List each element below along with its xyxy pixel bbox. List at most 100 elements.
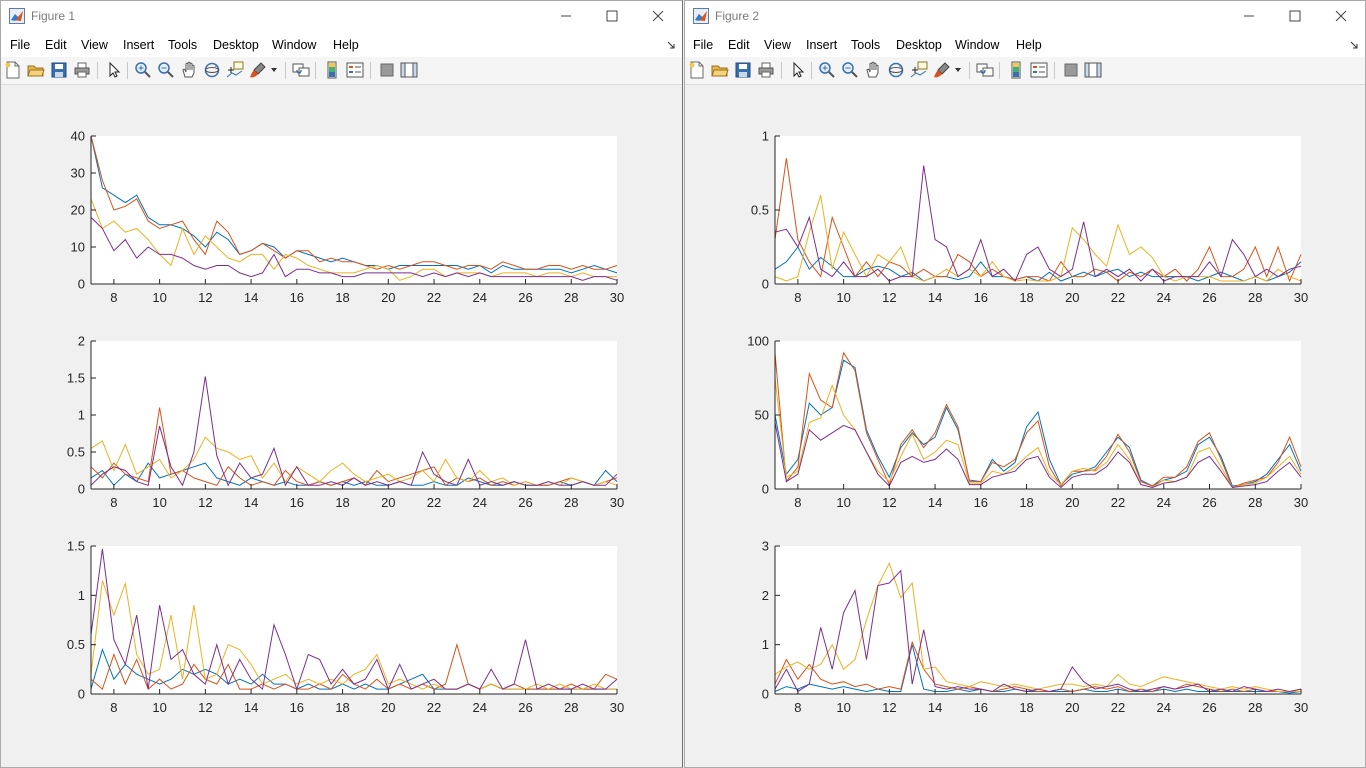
menu-edit[interactable]: Edit bbox=[45, 38, 67, 52]
pan-button[interactable] bbox=[180, 61, 198, 79]
menu-desktop[interactable]: Desktop bbox=[896, 38, 942, 52]
colorbar-button[interactable] bbox=[1007, 61, 1025, 79]
menu-insert[interactable]: Insert bbox=[123, 38, 155, 52]
show-plot-tools-icon bbox=[1084, 62, 1102, 78]
brush-dropdown-button[interactable] bbox=[953, 61, 963, 79]
brush-button[interactable] bbox=[249, 61, 267, 79]
print-button[interactable] bbox=[757, 61, 775, 79]
zoom-out-button[interactable] bbox=[157, 61, 175, 79]
save-icon bbox=[735, 62, 751, 78]
show-plot-tools-button[interactable] bbox=[400, 61, 418, 79]
brush-button[interactable] bbox=[933, 61, 951, 79]
rotate-3d-button[interactable] bbox=[203, 61, 221, 79]
menu-insert[interactable]: Insert bbox=[806, 38, 838, 52]
y-tick-label: 1 bbox=[78, 588, 85, 603]
hide-plot-tools-button[interactable] bbox=[378, 61, 396, 79]
menu-tools[interactable]: Tools bbox=[168, 38, 198, 52]
link-plot-button[interactable] bbox=[976, 61, 994, 79]
x-tick-label: 16 bbox=[974, 495, 988, 510]
axes-3[interactable]: 0 0.5 1 1.5 8 10 12 14 16 18 20 22 24 26 28 30 bbox=[67, 539, 624, 716]
new-figure-button[interactable] bbox=[4, 61, 22, 79]
y-tick-label: 1 bbox=[762, 637, 769, 652]
axes-background[interactable] bbox=[91, 546, 617, 694]
legend-button[interactable] bbox=[1030, 61, 1048, 79]
y-tick-label: 2 bbox=[762, 588, 769, 603]
menu-edit[interactable]: Edit bbox=[728, 38, 750, 52]
zoom-out-button[interactable] bbox=[841, 61, 859, 79]
save-button[interactable] bbox=[50, 61, 68, 79]
minimize-button[interactable] bbox=[543, 1, 589, 32]
x-tick-label: 24 bbox=[1157, 495, 1171, 510]
x-tick-label: 10 bbox=[152, 700, 166, 715]
menu-view[interactable]: View bbox=[764, 38, 791, 52]
hide-plot-tools-button[interactable] bbox=[1062, 61, 1080, 79]
axes-background[interactable] bbox=[775, 341, 1301, 489]
new-figure-button[interactable] bbox=[688, 61, 706, 79]
minimize-button[interactable] bbox=[1226, 1, 1272, 32]
axes-background[interactable] bbox=[91, 136, 617, 284]
print-button[interactable] bbox=[73, 61, 91, 79]
title-bar[interactable]: Figure 2 bbox=[685, 1, 1365, 32]
x-tick-label: 26 bbox=[518, 290, 532, 305]
menu-file[interactable]: File bbox=[10, 38, 31, 52]
title-bar[interactable]: Figure 1 bbox=[1, 1, 682, 32]
y-tick-label: 0 bbox=[78, 277, 85, 292]
x-tick-label: 30 bbox=[1294, 290, 1308, 305]
save-button[interactable] bbox=[734, 61, 752, 79]
axes-background[interactable] bbox=[91, 341, 617, 489]
axes-background[interactable] bbox=[775, 136, 1301, 284]
axes-2[interactable]: 00.511.528 10 12 14 16 18 20 22 24 26 28 30 bbox=[67, 334, 624, 511]
menu-view[interactable]: View bbox=[81, 38, 108, 52]
axes-1[interactable]: 00.518 10 12 14 16 18 20 22 24 26 28 30 bbox=[751, 129, 1308, 306]
zoom-in-button[interactable] bbox=[134, 61, 152, 79]
dock-arrow-icon[interactable] bbox=[666, 40, 676, 50]
x-tick-label: 28 bbox=[564, 495, 578, 510]
series-line-orange bbox=[774, 351, 1302, 489]
menu-desktop[interactable]: Desktop bbox=[213, 38, 259, 52]
menu-window[interactable]: Window bbox=[955, 38, 1000, 52]
menu-help[interactable]: Help bbox=[333, 38, 359, 52]
menu-file[interactable]: File bbox=[693, 38, 714, 52]
close-button[interactable] bbox=[1318, 1, 1364, 32]
legend-button[interactable] bbox=[346, 61, 364, 79]
zoom-in-button[interactable] bbox=[818, 61, 836, 79]
maximize-button[interactable] bbox=[589, 1, 635, 32]
maximize-icon bbox=[1289, 10, 1301, 22]
menu-window[interactable]: Window bbox=[272, 38, 317, 52]
axes-2[interactable]: 0 50 100 8 10 12 14 16 18 20 22 24 26 28 30 bbox=[747, 334, 1308, 511]
rotate-3d-button[interactable] bbox=[887, 61, 905, 79]
pan-button[interactable] bbox=[864, 61, 882, 79]
pointer-button[interactable] bbox=[789, 61, 807, 79]
link-plot-button[interactable] bbox=[292, 61, 310, 79]
series-line-orange bbox=[90, 135, 618, 270]
open-file-button[interactable] bbox=[711, 61, 729, 79]
colorbar-button[interactable] bbox=[323, 61, 341, 79]
data-cursor-button[interactable] bbox=[226, 61, 244, 79]
menu-help[interactable]: Help bbox=[1016, 38, 1042, 52]
toolbar-separator bbox=[315, 62, 316, 79]
x-tick-label: 20 bbox=[381, 700, 395, 715]
x-tick-label: 28 bbox=[1248, 290, 1262, 305]
print-icon bbox=[758, 62, 774, 78]
toolbar-separator bbox=[127, 62, 128, 79]
menu-tools[interactable]: Tools bbox=[851, 38, 881, 52]
toolbar-separator bbox=[811, 62, 812, 79]
axes-1[interactable]: 0 10 20 30 40 8 10 12 14 16 18 20 22 24 26 28 30 bbox=[71, 129, 625, 306]
colorbar-icon bbox=[327, 61, 337, 79]
pointer-button[interactable] bbox=[105, 61, 123, 79]
show-plot-tools-button[interactable] bbox=[1084, 61, 1102, 79]
brush-dropdown-button[interactable] bbox=[269, 61, 279, 79]
maximize-button[interactable] bbox=[1272, 1, 1318, 32]
open-file-button[interactable] bbox=[27, 61, 45, 79]
close-button[interactable] bbox=[635, 1, 681, 32]
x-tick-label: 26 bbox=[1202, 700, 1216, 715]
dock-arrow-icon[interactable] bbox=[1349, 40, 1359, 50]
x-tick-label: 8 bbox=[794, 495, 801, 510]
window-title: Figure 1 bbox=[31, 9, 76, 23]
data-cursor-button[interactable] bbox=[910, 61, 928, 79]
x-tick-label: 30 bbox=[1294, 700, 1308, 715]
axes-background[interactable] bbox=[775, 546, 1301, 694]
